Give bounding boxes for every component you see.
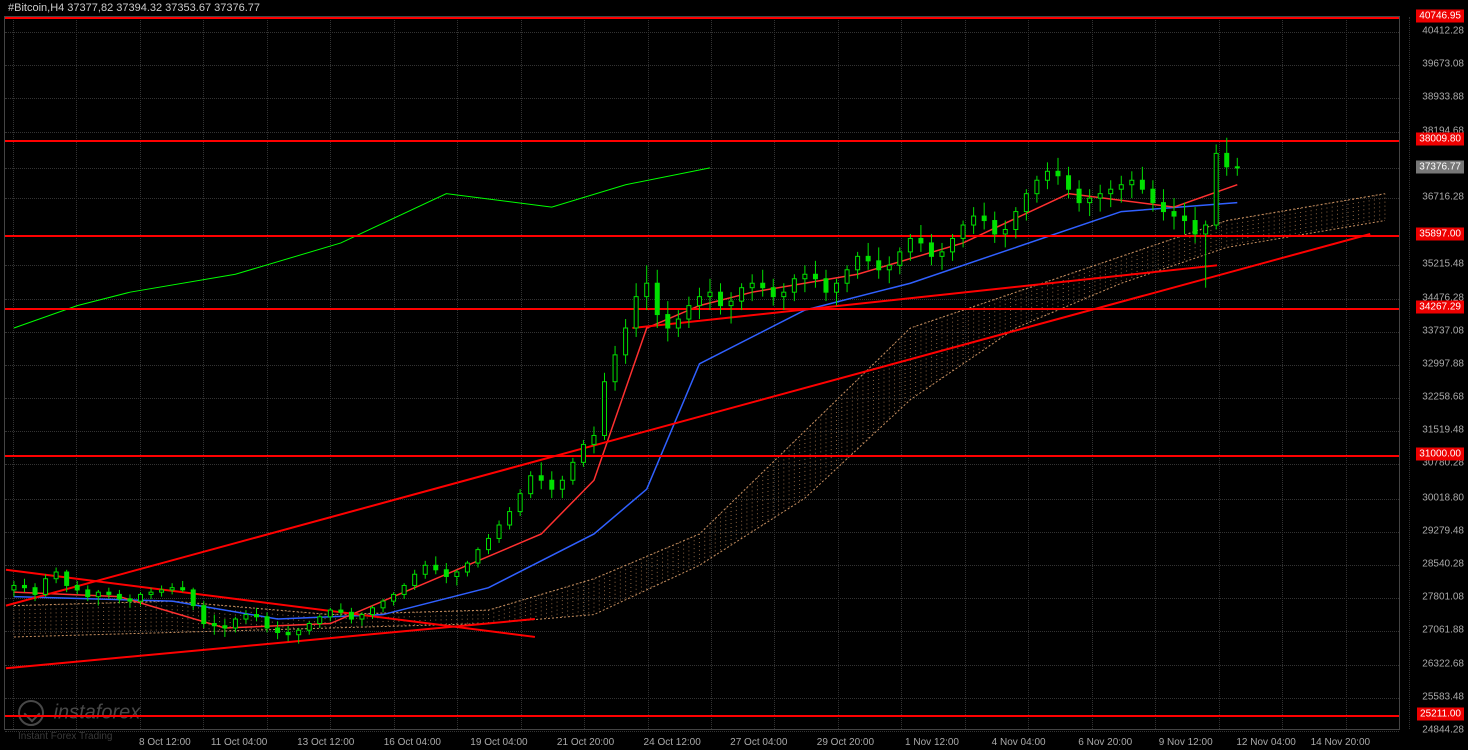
x-axis-tick-label: 1 Nov 12:00 [905,737,959,748]
x-axis-tick-label: 29 Oct 20:00 [817,737,874,748]
price-level-label: 25211.00 [1417,707,1464,720]
x-axis-tick-label: 21 Oct 20:00 [557,737,614,748]
price-level-label: 38009.80 [1416,132,1464,145]
y-axis-tick-label: 32997.88 [1422,358,1464,369]
y-axis-tick-label: 26322.68 [1422,658,1464,669]
candle-layer [5,17,1399,729]
x-axis-tick-label: 24 Oct 12:00 [644,737,701,748]
y-axis-tick-label: 39673.08 [1422,59,1464,70]
x-axis-tick-label: 16 Oct 04:00 [384,737,441,748]
y-axis-tick-label: 32258.68 [1422,392,1464,403]
watermark-subtitle: Instant Forex Trading [18,731,113,742]
y-axis-tick-label: 30018.80 [1422,492,1464,503]
price-level-label: 40746.95 [1416,9,1464,22]
x-axis-tick-label: 12 Nov 04:00 [1236,737,1296,748]
y-axis-tick-label: 27061.88 [1422,625,1464,636]
chart-container[interactable]: #Bitcoin,H4 37377,82 37394.32 37353.67 3… [0,0,1468,750]
x-axis-tick-label: 6 Nov 20:00 [1078,737,1132,748]
y-axis-tick-label: 27801.08 [1422,592,1464,603]
y-axis-tick-label: 36716.28 [1422,191,1464,202]
y-axis-tick-label: 29279.48 [1422,525,1464,536]
x-axis-tick-label: 19 Oct 04:00 [470,737,527,748]
y-axis-tick-label: 33737.08 [1422,325,1464,336]
price-level-label: 34267.29 [1416,300,1464,313]
x-axis-tick-label: 27 Oct 04:00 [730,737,787,748]
y-axis-tick-label: 25583.48 [1422,691,1464,702]
y-axis-tick-label: 40412.28 [1422,25,1464,36]
y-axis-tick-label: 35215.48 [1422,259,1464,270]
y-axis-tick-label: 31519.48 [1422,425,1464,436]
price-level-label: 31000.00 [1416,447,1464,460]
x-axis-tick-label: 11 Oct 04:00 [211,737,268,748]
chart-plot-area[interactable] [4,16,1400,730]
x-axis-tick-label: 9 Nov 12:00 [1159,737,1213,748]
x-axis-tick-label: 8 Oct 12:00 [139,737,191,748]
chart-title: #Bitcoin,H4 37377,82 37394.32 37353.67 3… [8,2,260,14]
x-axis-tick-label: 4 Nov 04:00 [992,737,1046,748]
x-axis-tick-label: 13 Oct 12:00 [297,737,354,748]
y-axis-tick-label: 38933.88 [1422,92,1464,103]
y-axis-tick-label: 37376.77 [1416,161,1464,174]
y-axis-tick-label: 28540.28 [1422,559,1464,570]
x-axis-tick-label: 14 Nov 20:00 [1311,737,1371,748]
y-axis-tick-label: 24844.28 [1422,724,1464,735]
price-level-label: 35897.00 [1416,227,1464,240]
